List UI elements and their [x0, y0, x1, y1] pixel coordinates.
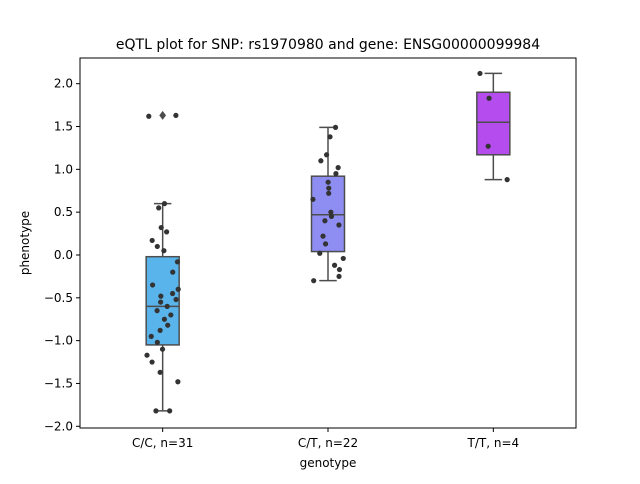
data-point	[317, 250, 323, 256]
data-point	[158, 224, 164, 231]
box	[476, 91, 511, 156]
data-point	[175, 286, 181, 292]
data-point	[169, 290, 176, 297]
data-point	[320, 233, 326, 239]
data-point	[328, 213, 335, 220]
chart-title: eQTL plot for SNP: rs1970980 and gene: E…	[116, 37, 540, 53]
data-point	[486, 95, 492, 101]
y-tick-label: −1.0	[44, 334, 73, 348]
data-point	[158, 299, 164, 305]
x-tick-label: C/C, n=31	[132, 436, 193, 450]
data-point	[326, 185, 332, 191]
data-point	[175, 379, 181, 385]
data-point	[336, 222, 342, 228]
data-point	[173, 296, 179, 303]
y-axis-label: phenotype	[18, 211, 32, 275]
data-point	[325, 179, 331, 185]
y-tick-label: 0.5	[54, 205, 73, 219]
data-point	[327, 134, 333, 140]
data-point	[153, 408, 159, 414]
y-tick-label: 0.0	[54, 248, 73, 262]
data-point	[333, 171, 339, 177]
data-point	[170, 269, 176, 275]
data-point	[154, 243, 160, 250]
data-point	[477, 70, 483, 77]
data-point	[148, 333, 154, 339]
data-point	[165, 322, 171, 328]
data-point	[164, 229, 170, 235]
data-point	[161, 316, 168, 322]
x-axis-label: genotype	[300, 456, 357, 470]
data-point	[144, 352, 150, 358]
data-point	[336, 273, 342, 280]
data-point	[323, 152, 330, 158]
data-point	[332, 124, 339, 130]
data-point	[154, 339, 160, 345]
plot-frame	[79, 57, 577, 429]
data-point	[336, 266, 343, 273]
data-point	[157, 327, 163, 333]
data-point	[149, 359, 155, 365]
data-point	[340, 255, 346, 262]
data-point	[335, 165, 341, 171]
data-point	[504, 177, 510, 183]
data-point	[154, 308, 160, 314]
y-tick-label: −1.5	[44, 376, 73, 390]
data-point	[328, 209, 334, 215]
y-tick-label: 1.5	[54, 120, 73, 134]
data-point	[331, 262, 338, 268]
data-point	[156, 205, 162, 211]
plot-layer: −2.0 −1.5 −1.0 −0.5 0.0 0.5 1.0 1.5 2.0 C/C, n=31…	[44, 70, 520, 450]
y-tick-label: −0.5	[44, 291, 73, 305]
data-point	[161, 248, 167, 254]
data-point	[310, 196, 316, 202]
x-tick-label: C/T, n=22	[298, 436, 358, 450]
data-point	[322, 241, 329, 247]
outlier-marker	[159, 110, 167, 120]
data-point	[158, 293, 164, 299]
y-tick-label: −2.0	[44, 419, 73, 433]
data-point	[149, 237, 155, 244]
y-tick-label: 1.0	[54, 162, 73, 176]
data-point	[146, 113, 152, 119]
data-point	[157, 369, 163, 375]
data-point	[174, 259, 181, 265]
data-point	[322, 218, 328, 224]
data-point	[159, 346, 166, 352]
y-tick-label: 2.0	[54, 77, 73, 91]
data-point	[168, 312, 174, 318]
data-point	[161, 201, 168, 207]
x-tick-label: T/T, n=4	[467, 436, 520, 450]
data-point	[173, 112, 179, 118]
data-point	[311, 278, 317, 284]
data-point	[485, 143, 491, 149]
data-point	[326, 190, 332, 196]
data-point	[150, 282, 156, 288]
data-point	[164, 303, 170, 309]
data-point	[318, 158, 324, 164]
data-point	[167, 408, 173, 414]
